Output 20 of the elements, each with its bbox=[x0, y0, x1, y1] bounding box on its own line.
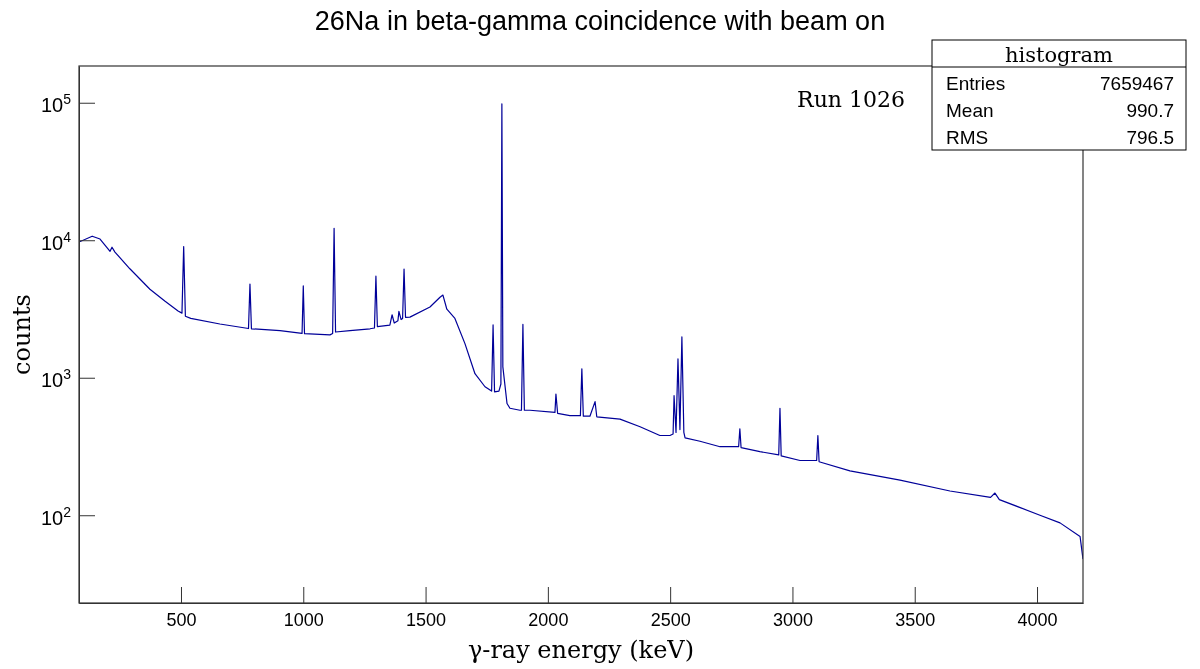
x-tick-label: 500 bbox=[166, 609, 197, 630]
y-axis-title: counts bbox=[8, 294, 36, 375]
text: Entries 7659467 bbox=[946, 73, 1174, 94]
y-tick-label: 10$^{5}$ bbox=[40, 91, 72, 117]
annotation: Run 1026 bbox=[797, 87, 905, 112]
text: RMS 796.5 bbox=[946, 127, 1174, 148]
x-tick-label: 1000 bbox=[283, 609, 324, 630]
x-tick-label: 1500 bbox=[406, 609, 447, 630]
x-tick-label: 2500 bbox=[650, 609, 691, 630]
chart-title: 26Na in beta-gamma coincidence with beam on bbox=[314, 6, 886, 36]
x-axis-title: γ-ray energy (keV) bbox=[467, 636, 695, 664]
y-tick-label: 10$^{2}$ bbox=[40, 503, 72, 529]
annotation: histogram bbox=[1004, 43, 1114, 67]
y-tick-label: 10$^{3}$ bbox=[40, 366, 72, 392]
x-tick-label: 4000 bbox=[1017, 609, 1058, 630]
x-tick-label: 2000 bbox=[528, 609, 569, 630]
text: Mean 990.7 bbox=[946, 100, 1174, 121]
x-tick-label: 3500 bbox=[895, 609, 936, 630]
x-tick-label: 3000 bbox=[772, 609, 813, 630]
y-tick-label: 10$^{4}$ bbox=[40, 228, 72, 254]
